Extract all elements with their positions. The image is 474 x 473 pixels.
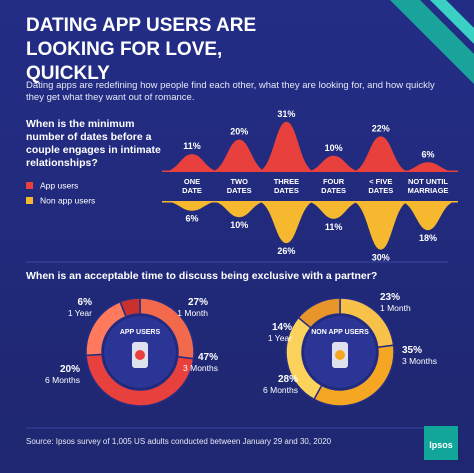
value-label: 30%: [372, 253, 390, 263]
value-label: 11%: [325, 222, 343, 232]
intro: Dating apps are redefining how people fi…: [26, 80, 435, 103]
value-label: 23%: [380, 292, 400, 303]
value-label: 10%: [325, 143, 343, 153]
logo: Ipsos: [429, 440, 453, 450]
value-label: 20%: [230, 127, 248, 137]
question: When is the minimum number of dates befo…: [26, 118, 161, 169]
value-label: 11%: [183, 141, 201, 151]
segment-label: 3 Months: [183, 363, 218, 373]
category-label: TWO DATES: [227, 177, 252, 195]
segment-label: 6 Months: [263, 385, 298, 395]
wave-peak: [350, 201, 411, 250]
category-label: < FIVE DATES: [368, 177, 393, 195]
value-label: 27%: [188, 297, 208, 308]
value-label: 14%: [272, 322, 292, 333]
value-label: 18%: [419, 233, 437, 243]
segment-label: 3 Months: [402, 356, 437, 366]
donut-segment: [85, 353, 195, 407]
wave-peak: [209, 201, 270, 218]
donut-segment: [119, 297, 141, 318]
value-label: 10%: [230, 220, 248, 230]
value-label: 26%: [277, 246, 295, 256]
value-label: 22%: [372, 123, 390, 133]
center-icon: [135, 350, 145, 360]
category-label: THREE DATES: [274, 177, 299, 195]
category-label: NOT UNTIL MARRIAGE: [408, 177, 449, 195]
value-label: 6%: [78, 297, 93, 308]
wave-peak: [350, 136, 411, 172]
category-line: MARRIAGE: [408, 186, 449, 195]
category-line: FOUR: [323, 177, 345, 186]
wave-peak: [162, 201, 222, 211]
segment-label: 1 Month: [380, 303, 411, 313]
wave-peak: [209, 139, 270, 172]
category-line: THREE: [274, 177, 299, 186]
value-label: 35%: [402, 345, 422, 356]
category-label: ONE DATE: [182, 177, 202, 195]
category-line: DATES: [227, 186, 252, 195]
value-label: 28%: [278, 374, 298, 385]
question: When is an acceptable time to discuss be…: [26, 270, 378, 282]
wave-peak: [162, 154, 222, 172]
category-line: < FIVE: [369, 177, 392, 186]
source: Source: Ipsos survey of 1,005 US adults …: [26, 437, 332, 446]
category-line: TWO: [230, 177, 248, 186]
category-line: DATES: [368, 186, 393, 195]
category-line: ONE: [184, 177, 200, 186]
segment-label: 1 Year: [268, 333, 292, 343]
legend-swatch: [26, 197, 33, 204]
wave-peak: [398, 162, 458, 172]
title: DATING APP USERS ARE LOOKING FOR LOVE, Q…: [26, 15, 257, 84]
legend-label: Non app users: [40, 196, 95, 206]
category-label: FOUR DATES: [321, 177, 346, 195]
category-line: DATE: [182, 186, 202, 195]
stripe: [390, 0, 474, 84]
legend-label: App users: [40, 181, 78, 191]
value-label: 31%: [277, 109, 295, 119]
value-label: 47%: [198, 352, 218, 363]
center-icon: [335, 350, 345, 360]
wave-peak: [256, 201, 317, 244]
logo-box: [424, 426, 458, 460]
center-label: APP USERS: [120, 329, 161, 336]
segment-label: 1 Month: [177, 308, 208, 318]
segment-label: 6 Months: [45, 375, 80, 385]
segment-label: 1 Year: [68, 308, 92, 318]
value-label: 20%: [60, 364, 80, 375]
category-line: NOT UNTIL: [408, 177, 448, 186]
wave-peak: [303, 155, 364, 172]
category-line: DATES: [274, 186, 299, 195]
center-label: NON APP USERS: [311, 329, 369, 336]
donut-segment: [297, 297, 341, 329]
wave-peak: [398, 201, 458, 231]
wave-peak: [256, 121, 317, 172]
stripe: [430, 0, 474, 44]
corner-stripes: [390, 0, 474, 84]
category-line: DATES: [321, 186, 346, 195]
value-label: 6%: [185, 214, 198, 224]
value-label: 6%: [421, 149, 434, 159]
legend-swatch: [26, 182, 33, 189]
wave-peak: [303, 201, 364, 219]
